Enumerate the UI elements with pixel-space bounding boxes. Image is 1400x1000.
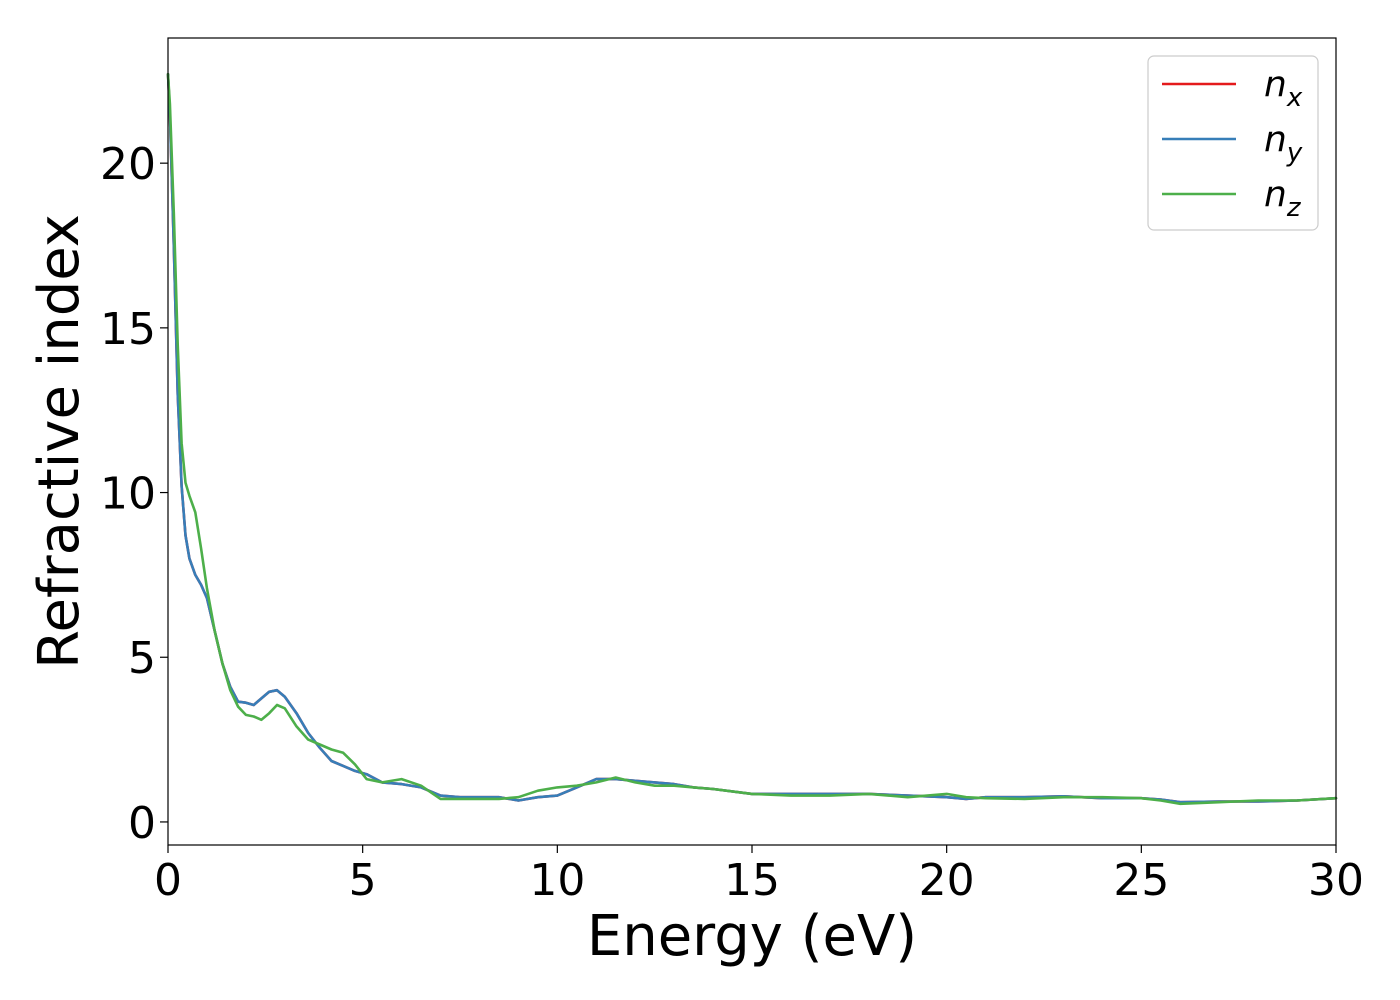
x-axis-ticks: 0 5 10 15 20 25 30 [154,845,1364,906]
legend-label-subscript: y [1286,138,1303,168]
legend-label-base: n [1264,174,1287,215]
legend-label-base: n [1264,119,1287,160]
legend-label-subscript: z [1286,193,1302,223]
y-axis-label: Refractive index [27,214,92,669]
x-axis-label: Energy (eV) [587,904,917,969]
series-line-n_z [166,72,1338,806]
legend-label-subscript: x [1286,83,1303,113]
y-tick-label: 5 [128,633,156,684]
x-tick-label: 20 [919,855,975,906]
x-tick-label: 0 [154,855,182,906]
y-tick-label: 0 [128,798,156,849]
x-tick-label: 30 [1308,855,1364,906]
y-tick-label: 10 [100,469,156,520]
legend-box [1147,55,1319,231]
legend-label-n_y: ny [1264,119,1303,168]
legend-label-n_x: nx [1264,64,1303,113]
legend-label-n_z: nz [1264,174,1302,223]
y-axis-ticks: 0 5 10 15 20 [100,139,168,849]
x-tick-label: 10 [529,855,585,906]
y-tick-label: 15 [100,304,156,355]
x-tick-label: 5 [349,855,377,906]
legend-label-base: n [1264,64,1287,105]
y-tick-label: 20 [100,139,156,190]
x-tick-label: 15 [724,855,780,906]
plot-lines [166,72,1338,806]
x-tick-label: 25 [1113,855,1169,906]
